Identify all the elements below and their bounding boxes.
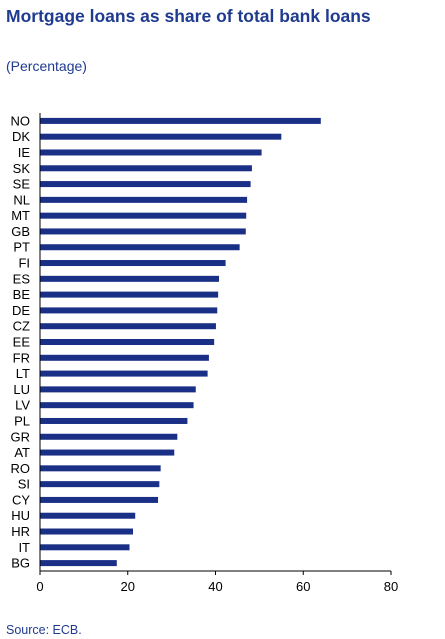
category-label-mt: MT — [11, 208, 30, 223]
category-label-gb: GB — [11, 224, 30, 239]
bar-pl — [40, 417, 188, 424]
category-label-hr: HR — [11, 524, 30, 539]
category-label-ee: EE — [13, 335, 31, 350]
bar-pt — [40, 244, 240, 251]
category-label-gr: GR — [11, 429, 31, 444]
category-label-de: DE — [12, 303, 30, 318]
category-label-ro: RO — [11, 461, 31, 476]
bar-lt — [40, 370, 208, 377]
x-tick-label-40: 40 — [208, 579, 222, 594]
category-label-pt: PT — [13, 240, 30, 255]
x-tick-label-0: 0 — [36, 579, 43, 594]
category-label-cz: CZ — [13, 319, 30, 334]
x-tick-label-80: 80 — [384, 579, 398, 594]
bar-cy — [40, 496, 159, 503]
category-label-si: SI — [18, 477, 30, 492]
bar-cz — [40, 323, 216, 330]
bar-no — [40, 117, 321, 124]
category-label-it: IT — [18, 540, 30, 555]
category-label-sk: SK — [13, 161, 31, 176]
category-label-dk: DK — [12, 129, 30, 144]
bar-bg — [40, 560, 117, 567]
category-label-nl: NL — [13, 192, 30, 207]
bar-fr — [40, 354, 209, 361]
bar-be — [40, 291, 219, 298]
bar-sk — [40, 165, 252, 172]
bar-se — [40, 181, 251, 188]
bar-lu — [40, 386, 196, 393]
source-note: Source: ECB. — [6, 623, 82, 637]
category-label-be: BE — [13, 287, 31, 302]
bar-nl — [40, 196, 248, 203]
bar-ie — [40, 149, 262, 156]
bar-hu — [40, 512, 136, 519]
bar-de — [40, 307, 218, 314]
category-label-at: AT — [14, 445, 30, 460]
bar-dk — [40, 133, 282, 140]
bar-gb — [40, 228, 246, 235]
chart-title: Mortgage loans as share of total bank lo… — [6, 6, 371, 26]
bar-es — [40, 275, 220, 282]
category-label-lu: LU — [13, 382, 30, 397]
x-tick-label-60: 60 — [296, 579, 310, 594]
category-label-no: NO — [11, 113, 31, 128]
bar-fi — [40, 260, 226, 267]
category-label-lt: LT — [16, 366, 30, 381]
bar-gr — [40, 433, 178, 440]
bar-ee — [40, 339, 215, 345]
bar-it — [40, 544, 130, 551]
category-label-fi: FI — [18, 256, 30, 271]
category-label-se: SE — [13, 177, 31, 192]
chart-subtitle: (Percentage) — [6, 58, 87, 74]
bar-mt — [40, 212, 247, 219]
x-tick-label-20: 20 — [121, 579, 135, 594]
bar-at — [40, 449, 175, 456]
category-label-es: ES — [13, 271, 31, 286]
bar-si — [40, 481, 160, 488]
category-label-fr: FR — [13, 350, 30, 365]
category-label-bg: BG — [11, 556, 30, 571]
bar-lv — [40, 402, 194, 409]
bar-hr — [40, 528, 134, 535]
bar-ro — [40, 465, 161, 472]
category-label-cy: CY — [12, 492, 30, 507]
category-label-pl: PL — [14, 413, 30, 428]
category-label-lv: LV — [15, 398, 30, 413]
category-label-ie: IE — [18, 145, 31, 160]
category-label-hu: HU — [11, 508, 30, 523]
